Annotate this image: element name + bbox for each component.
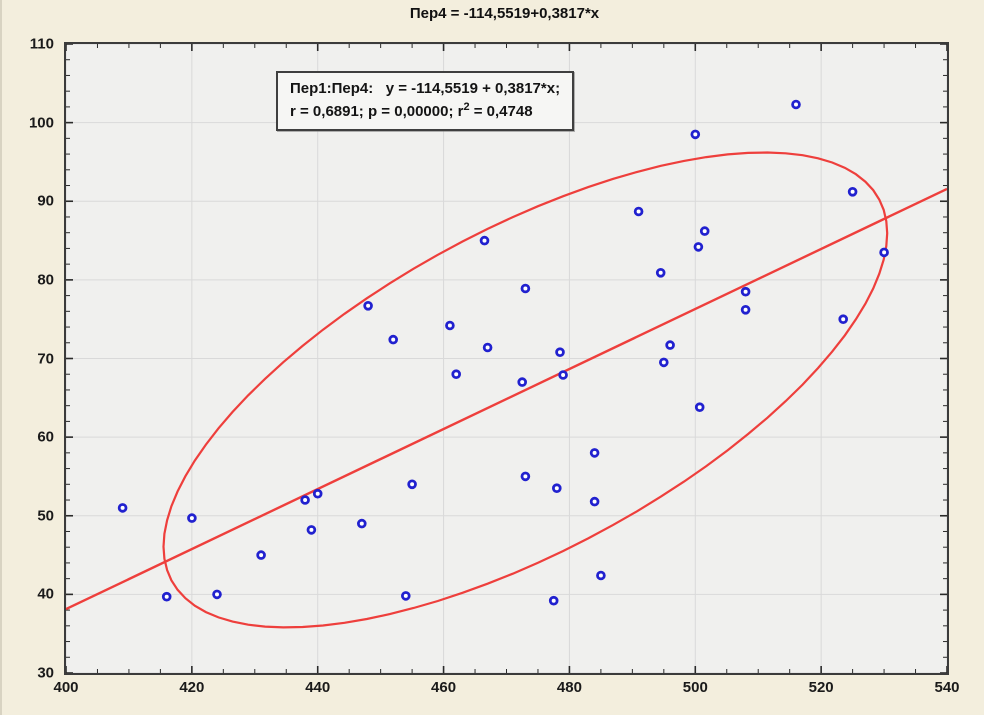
scatter-point — [517, 377, 528, 387]
scatter-point — [117, 503, 128, 513]
scatter-point — [187, 513, 197, 523]
y-tick-label: 80 — [37, 271, 54, 289]
scatterplot-canvas — [66, 44, 947, 673]
r-squared-superscript: 2 — [463, 100, 470, 113]
scatter-point — [300, 495, 310, 505]
scatter-point — [548, 595, 559, 606]
confidence-ellipse — [162, 151, 889, 629]
scatter-point — [520, 283, 531, 294]
y-tick-label: 70 — [37, 350, 54, 367]
scatter-point — [694, 402, 705, 413]
scatter-point — [407, 479, 417, 490]
y-tick-label: 30 — [37, 664, 54, 682]
y-tick-label: 50 — [37, 507, 54, 525]
scatter-point — [879, 247, 889, 258]
scatter-point — [256, 550, 266, 560]
x-tick-label: 520 — [808, 679, 834, 696]
annotation-equation-line: Пер1:Пер4: y = -114,5519 + 0,3817*x; — [290, 80, 561, 97]
scatter-point — [212, 589, 222, 600]
x-tick-label: 500 — [682, 679, 708, 696]
scatter-point — [838, 314, 848, 325]
plot-area: Пер1:Пер4: y = -114,5519 + 0,3817*x; r =… — [64, 42, 949, 675]
scatter-point — [551, 483, 562, 494]
scatter-point — [306, 525, 317, 535]
regression-annotation-box: Пер1:Пер4: y = -114,5519 + 0,3817*x; r =… — [276, 71, 575, 131]
scatter-point — [740, 286, 751, 297]
scatter-point — [520, 471, 531, 482]
scatter-point — [690, 129, 701, 140]
scatter-point — [589, 496, 600, 507]
scatter-point — [363, 300, 373, 311]
y-tick-label: 100 — [28, 114, 54, 132]
x-tick-label: 400 — [53, 679, 79, 696]
scatter-point — [791, 99, 801, 110]
scatter-point — [693, 242, 704, 252]
scatter-point — [445, 320, 455, 331]
scatter-point — [451, 369, 462, 380]
scatter-point — [655, 268, 666, 278]
regression-line — [66, 187, 947, 611]
scatter-point — [482, 342, 493, 353]
y-tick-label: 110 — [29, 35, 54, 53]
scatter-point — [400, 591, 411, 601]
scatter-point — [699, 226, 710, 236]
scatter-point — [589, 448, 600, 458]
scatter-point — [388, 334, 399, 345]
y-tick-label: 40 — [37, 585, 54, 603]
scatter-point — [312, 488, 323, 499]
scatter-point — [555, 347, 565, 358]
y-tick-label: 60 — [37, 428, 54, 446]
x-tick-label: 480 — [556, 679, 582, 696]
y-tick-label: 90 — [37, 192, 54, 210]
scatter-point — [479, 235, 490, 246]
scatter-point — [633, 206, 644, 217]
chart-title: Пер4 = -114,5519+0,3817*x — [409, 5, 600, 22]
annotation-stats-line: r = 0,6891; p = 0,00000; r2 = 0,4748 — [290, 100, 533, 120]
x-tick-label: 460 — [431, 679, 457, 696]
x-tick-label: 440 — [305, 679, 331, 696]
x-tick-label: 420 — [179, 679, 205, 696]
x-tick-label: 540 — [934, 679, 960, 696]
scatter-point — [665, 340, 675, 350]
scatter-point — [658, 357, 669, 368]
scatter-point — [596, 570, 606, 581]
scatter-point — [161, 591, 172, 602]
scatter-point — [356, 518, 367, 529]
scatter-point — [847, 187, 858, 197]
scatter-point — [558, 370, 568, 380]
scatter-point — [740, 304, 751, 315]
